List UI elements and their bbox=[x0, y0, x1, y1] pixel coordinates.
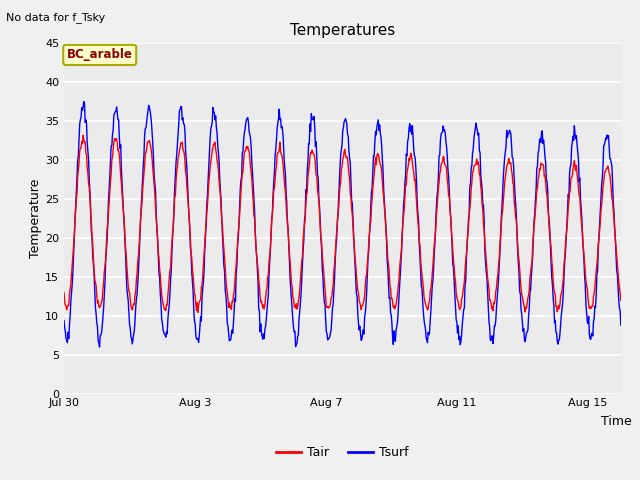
Text: No data for f_Tsky: No data for f_Tsky bbox=[6, 12, 106, 23]
Title: Temperatures: Temperatures bbox=[290, 23, 395, 38]
Legend: Tair, Tsurf: Tair, Tsurf bbox=[271, 442, 414, 465]
Text: BC_arable: BC_arable bbox=[67, 48, 132, 61]
Y-axis label: Temperature: Temperature bbox=[29, 179, 42, 258]
X-axis label: Time: Time bbox=[601, 415, 632, 428]
